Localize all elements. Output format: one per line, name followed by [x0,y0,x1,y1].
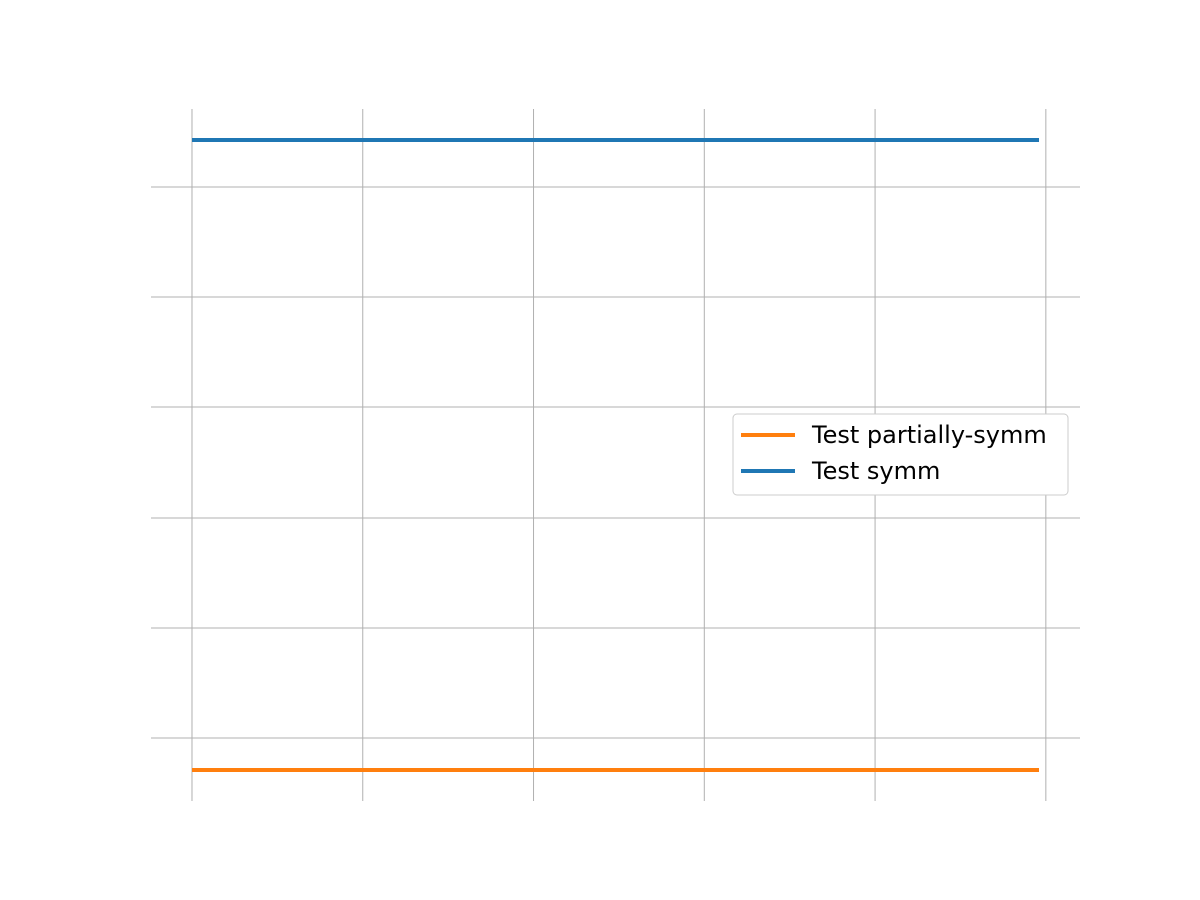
series-lines [191,138,1040,772]
legend: Test partially-symm Test symm [732,413,1069,496]
legend-label-test-symm: Test symm [811,457,940,485]
legend-frame [732,413,1069,496]
legend-label-test-partially-symm: Test partially-symm [811,421,1047,449]
horizontal-gridlines [151,186,1080,739]
